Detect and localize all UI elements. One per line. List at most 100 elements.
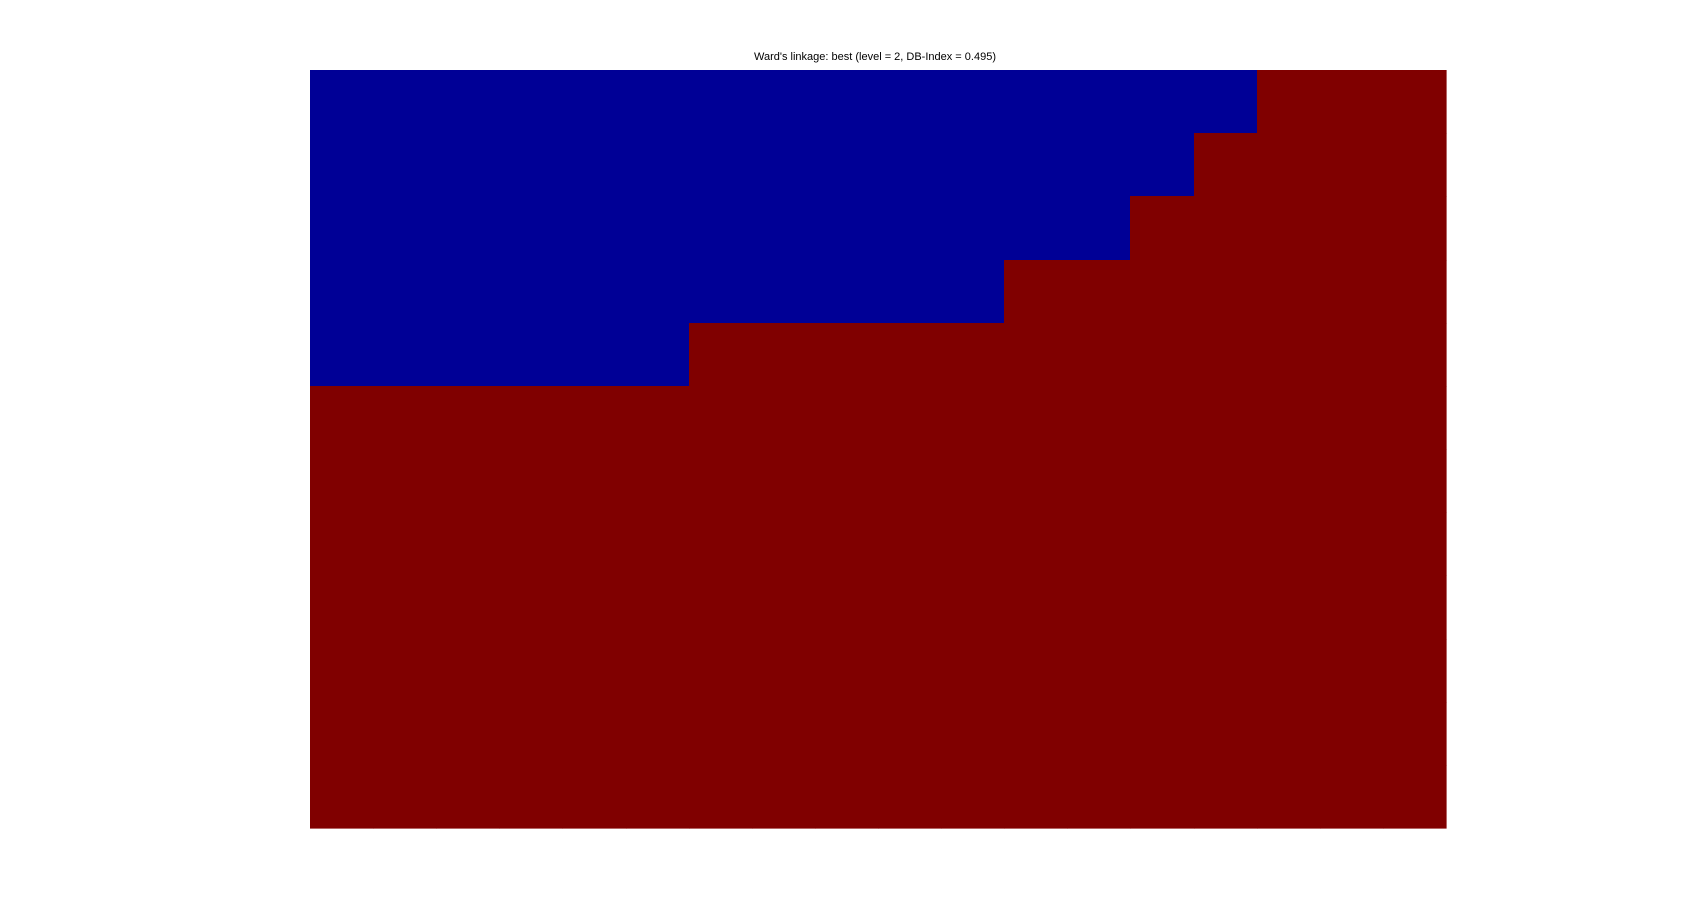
- heatmap-cell-r8-c8: [815, 575, 879, 640]
- heatmap-cell-r8-c4: [562, 575, 627, 640]
- heatmap-cell-r3-c1: [373, 260, 437, 324]
- heatmap-cell-r10-c3: [499, 702, 563, 766]
- heatmap-cell-r3-c12: [1067, 260, 1131, 324]
- heatmap-cell-r1-c7: [752, 133, 816, 197]
- heatmap-cell-r10-c1: [373, 702, 437, 766]
- heatmap-cell-r3-c14: [1194, 260, 1258, 324]
- heatmap-cell-r3-c3: [499, 260, 563, 324]
- heatmap-cell-r1-c13: [1130, 133, 1195, 197]
- heatmap-cell-r7-c9: [878, 512, 942, 576]
- heatmap-cell-r7-c11: [1004, 512, 1068, 576]
- heatmap-cell-r1-c1: [373, 133, 437, 197]
- heatmap-cell-r5-c8: [815, 386, 879, 450]
- heatmap-cell-r10-c12: [1067, 702, 1131, 766]
- heatmap-cell-r7-c12: [1067, 512, 1131, 576]
- heatmap-cell-r8-c14: [1194, 575, 1258, 640]
- heatmap-cell-r0-c15: [1257, 70, 1321, 134]
- heatmap-cell-r2-c9: [878, 196, 942, 261]
- heatmap-cell-r0-c11: [1004, 70, 1068, 134]
- heatmap-cell-r9-c16: [1320, 639, 1384, 703]
- heatmap-cell-r4-c16: [1320, 323, 1384, 387]
- heatmap-cell-r11-c16: [1320, 765, 1384, 829]
- heatmap-cell-r6-c11: [1004, 449, 1068, 513]
- heatmap-cell-r0-c2: [436, 70, 500, 134]
- heatmap-cell-r6-c0: [310, 449, 374, 513]
- heatmap-cell-r11-c4: [562, 765, 627, 829]
- heatmap-cell-r5-c0: [310, 386, 374, 450]
- heatmap-cell-r10-c14: [1194, 702, 1258, 766]
- heatmap-cell-r4-c15: [1257, 323, 1321, 387]
- heatmap-cell-r7-c8: [815, 512, 879, 576]
- heatmap-cell-r4-c6: [689, 323, 753, 387]
- heatmap-cell-r3-c5: [626, 260, 690, 324]
- heatmap-cell-r8-c17: [1383, 575, 1447, 640]
- heatmap-cell-r5-c13: [1130, 386, 1195, 450]
- heatmap-cell-r5-c9: [878, 386, 942, 450]
- heatmap-cell-r9-c3: [499, 639, 563, 703]
- heatmap-cell-r4-c17: [1383, 323, 1447, 387]
- heatmap-cell-r7-c4: [562, 512, 627, 576]
- heatmap-cell-r7-c16: [1320, 512, 1384, 576]
- heatmap-cell-r9-c6: [689, 639, 753, 703]
- heatmap-cell-r8-c2: [436, 575, 500, 640]
- heatmap-cell-r9-c7: [752, 639, 816, 703]
- heatmap-cell-r11-c3: [499, 765, 563, 829]
- heatmap-cell-r1-c15: [1257, 133, 1321, 197]
- heatmap-cell-r0-c4: [562, 70, 627, 134]
- heatmap-cell-r6-c2: [436, 449, 500, 513]
- heatmap-cell-r11-c1: [373, 765, 437, 829]
- heatmap-cell-r8-c11: [1004, 575, 1068, 640]
- heatmap-cell-r5-c12: [1067, 386, 1131, 450]
- heatmap-cell-r9-c15: [1257, 639, 1321, 703]
- heatmap-cell-r1-c16: [1320, 133, 1384, 197]
- heatmap-cell-r2-c1: [373, 196, 437, 261]
- heatmap-cell-r6-c13: [1130, 449, 1195, 513]
- heatmap-cell-r3-c8: [815, 260, 879, 324]
- heatmap-cell-r3-c7: [752, 260, 816, 324]
- heatmap-cell-r11-c15: [1257, 765, 1321, 829]
- heatmap-cell-r4-c1: [373, 323, 437, 387]
- heatmap-cell-r5-c11: [1004, 386, 1068, 450]
- heatmap-cell-r6-c16: [1320, 449, 1384, 513]
- heatmap-cell-r9-c8: [815, 639, 879, 703]
- heatmap-cell-r2-c8: [815, 196, 879, 261]
- heatmap-cell-r8-c13: [1130, 575, 1195, 640]
- heatmap-cell-r8-c12: [1067, 575, 1131, 640]
- heatmap-cell-r0-c6: [689, 70, 753, 134]
- heatmap-cell-r2-c15: [1257, 196, 1321, 261]
- heatmap-cell-r5-c4: [562, 386, 627, 450]
- heatmap-cell-r8-c16: [1320, 575, 1384, 640]
- heatmap-cell-r3-c16: [1320, 260, 1384, 324]
- heatmap-cell-r5-c1: [373, 386, 437, 450]
- heatmap-cell-r0-c3: [499, 70, 563, 134]
- heatmap-cell-r1-c0: [310, 133, 374, 197]
- heatmap-cell-r4-c12: [1067, 323, 1131, 387]
- heatmap-cell-r3-c6: [689, 260, 753, 324]
- heatmap-cell-r8-c10: [941, 575, 1005, 640]
- heatmap-cell-r9-c4: [562, 639, 627, 703]
- heatmap-cell-r7-c14: [1194, 512, 1258, 576]
- heatmap-cell-r4-c8: [815, 323, 879, 387]
- heatmap-cell-r7-c1: [373, 512, 437, 576]
- heatmap-cell-r6-c14: [1194, 449, 1258, 513]
- heatmap-cell-r8-c1: [373, 575, 437, 640]
- heatmap-cell-r4-c0: [310, 323, 374, 387]
- heatmap-cell-r11-c9: [878, 765, 942, 829]
- heatmap-cell-r5-c10: [941, 386, 1005, 450]
- heatmap-cell-r6-c5: [626, 449, 690, 513]
- heatmap-cell-r9-c9: [878, 639, 942, 703]
- plot-area: [310, 70, 1447, 829]
- heatmap-cell-r6-c6: [689, 449, 753, 513]
- heatmap-cell-r11-c6: [689, 765, 753, 829]
- heatmap-cell-r10-c13: [1130, 702, 1195, 766]
- heatmap-cell-r7-c15: [1257, 512, 1321, 576]
- heatmap-cell-r2-c10: [941, 196, 1005, 261]
- heatmap-cell-r5-c7: [752, 386, 816, 450]
- heatmap-cell-r11-c2: [436, 765, 500, 829]
- heatmap-cell-r10-c6: [689, 702, 753, 766]
- heatmap-cell-r4-c10: [941, 323, 1005, 387]
- heatmap-cell-r1-c6: [689, 133, 753, 197]
- heatmap-cell-r11-c5: [626, 765, 690, 829]
- heatmap-cell-r11-c14: [1194, 765, 1258, 829]
